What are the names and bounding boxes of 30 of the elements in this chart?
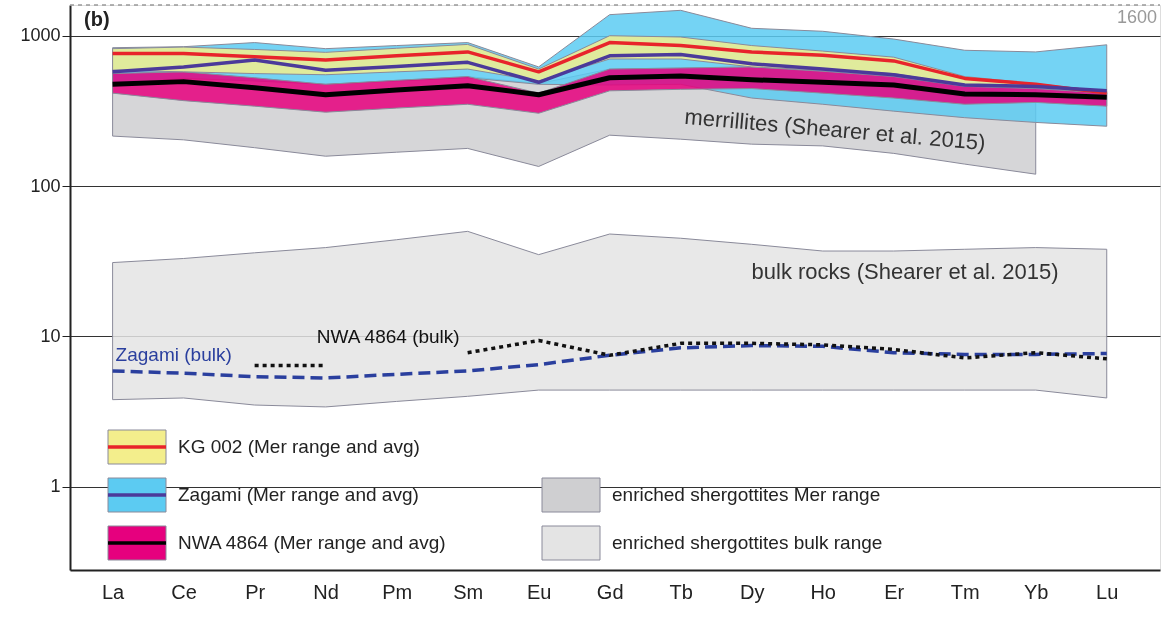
x-tick-label: Yb bbox=[1024, 580, 1049, 603]
annotation: (b) bbox=[84, 8, 110, 30]
annotation: merrillites (Shearer et al. 2015) bbox=[683, 103, 987, 156]
x-tick-label: Ce bbox=[171, 580, 197, 603]
y-tick-label: 100 bbox=[30, 175, 61, 196]
x-tick-label: Pm bbox=[382, 580, 413, 603]
series-label: NWA 4864 (bulk) bbox=[316, 325, 460, 347]
x-tick-label: La bbox=[101, 580, 126, 603]
legend-label: NWA 4864 (Mer range and avg) bbox=[178, 532, 446, 553]
y-tick-label: 10 bbox=[40, 325, 61, 346]
x-tick-label: Tb bbox=[669, 580, 693, 603]
y-tick-label: 1 bbox=[50, 476, 61, 497]
x-tick-label: Nd bbox=[313, 580, 339, 603]
legend-label: KG 002 (Mer range and avg) bbox=[178, 436, 420, 457]
legend-label: enriched shergottites bulk range bbox=[612, 532, 883, 553]
legend-label: enriched shergottites Mer range bbox=[612, 484, 881, 505]
series-label: Zagami (bulk) bbox=[115, 343, 232, 365]
annotation: bulk rocks (Shearer et al. 2015) bbox=[751, 259, 1059, 284]
x-tick-label: Pr bbox=[245, 580, 266, 603]
ref-line-label: 1600 bbox=[1116, 7, 1157, 27]
y-tick-label: 1000 bbox=[20, 25, 61, 46]
x-tick-label: Ho bbox=[810, 580, 836, 603]
x-tick-label: Sm bbox=[453, 580, 484, 603]
x-tick-label: Dy bbox=[739, 580, 765, 603]
x-tick-label: Gd bbox=[596, 580, 624, 603]
x-tick-label: Er bbox=[884, 580, 905, 603]
x-tick-label: Lu bbox=[1096, 580, 1119, 603]
x-tick-label: Tm bbox=[950, 580, 980, 603]
x-tick-label: Eu bbox=[526, 580, 552, 603]
legend-label: Zagami (Mer range and avg) bbox=[178, 484, 419, 505]
